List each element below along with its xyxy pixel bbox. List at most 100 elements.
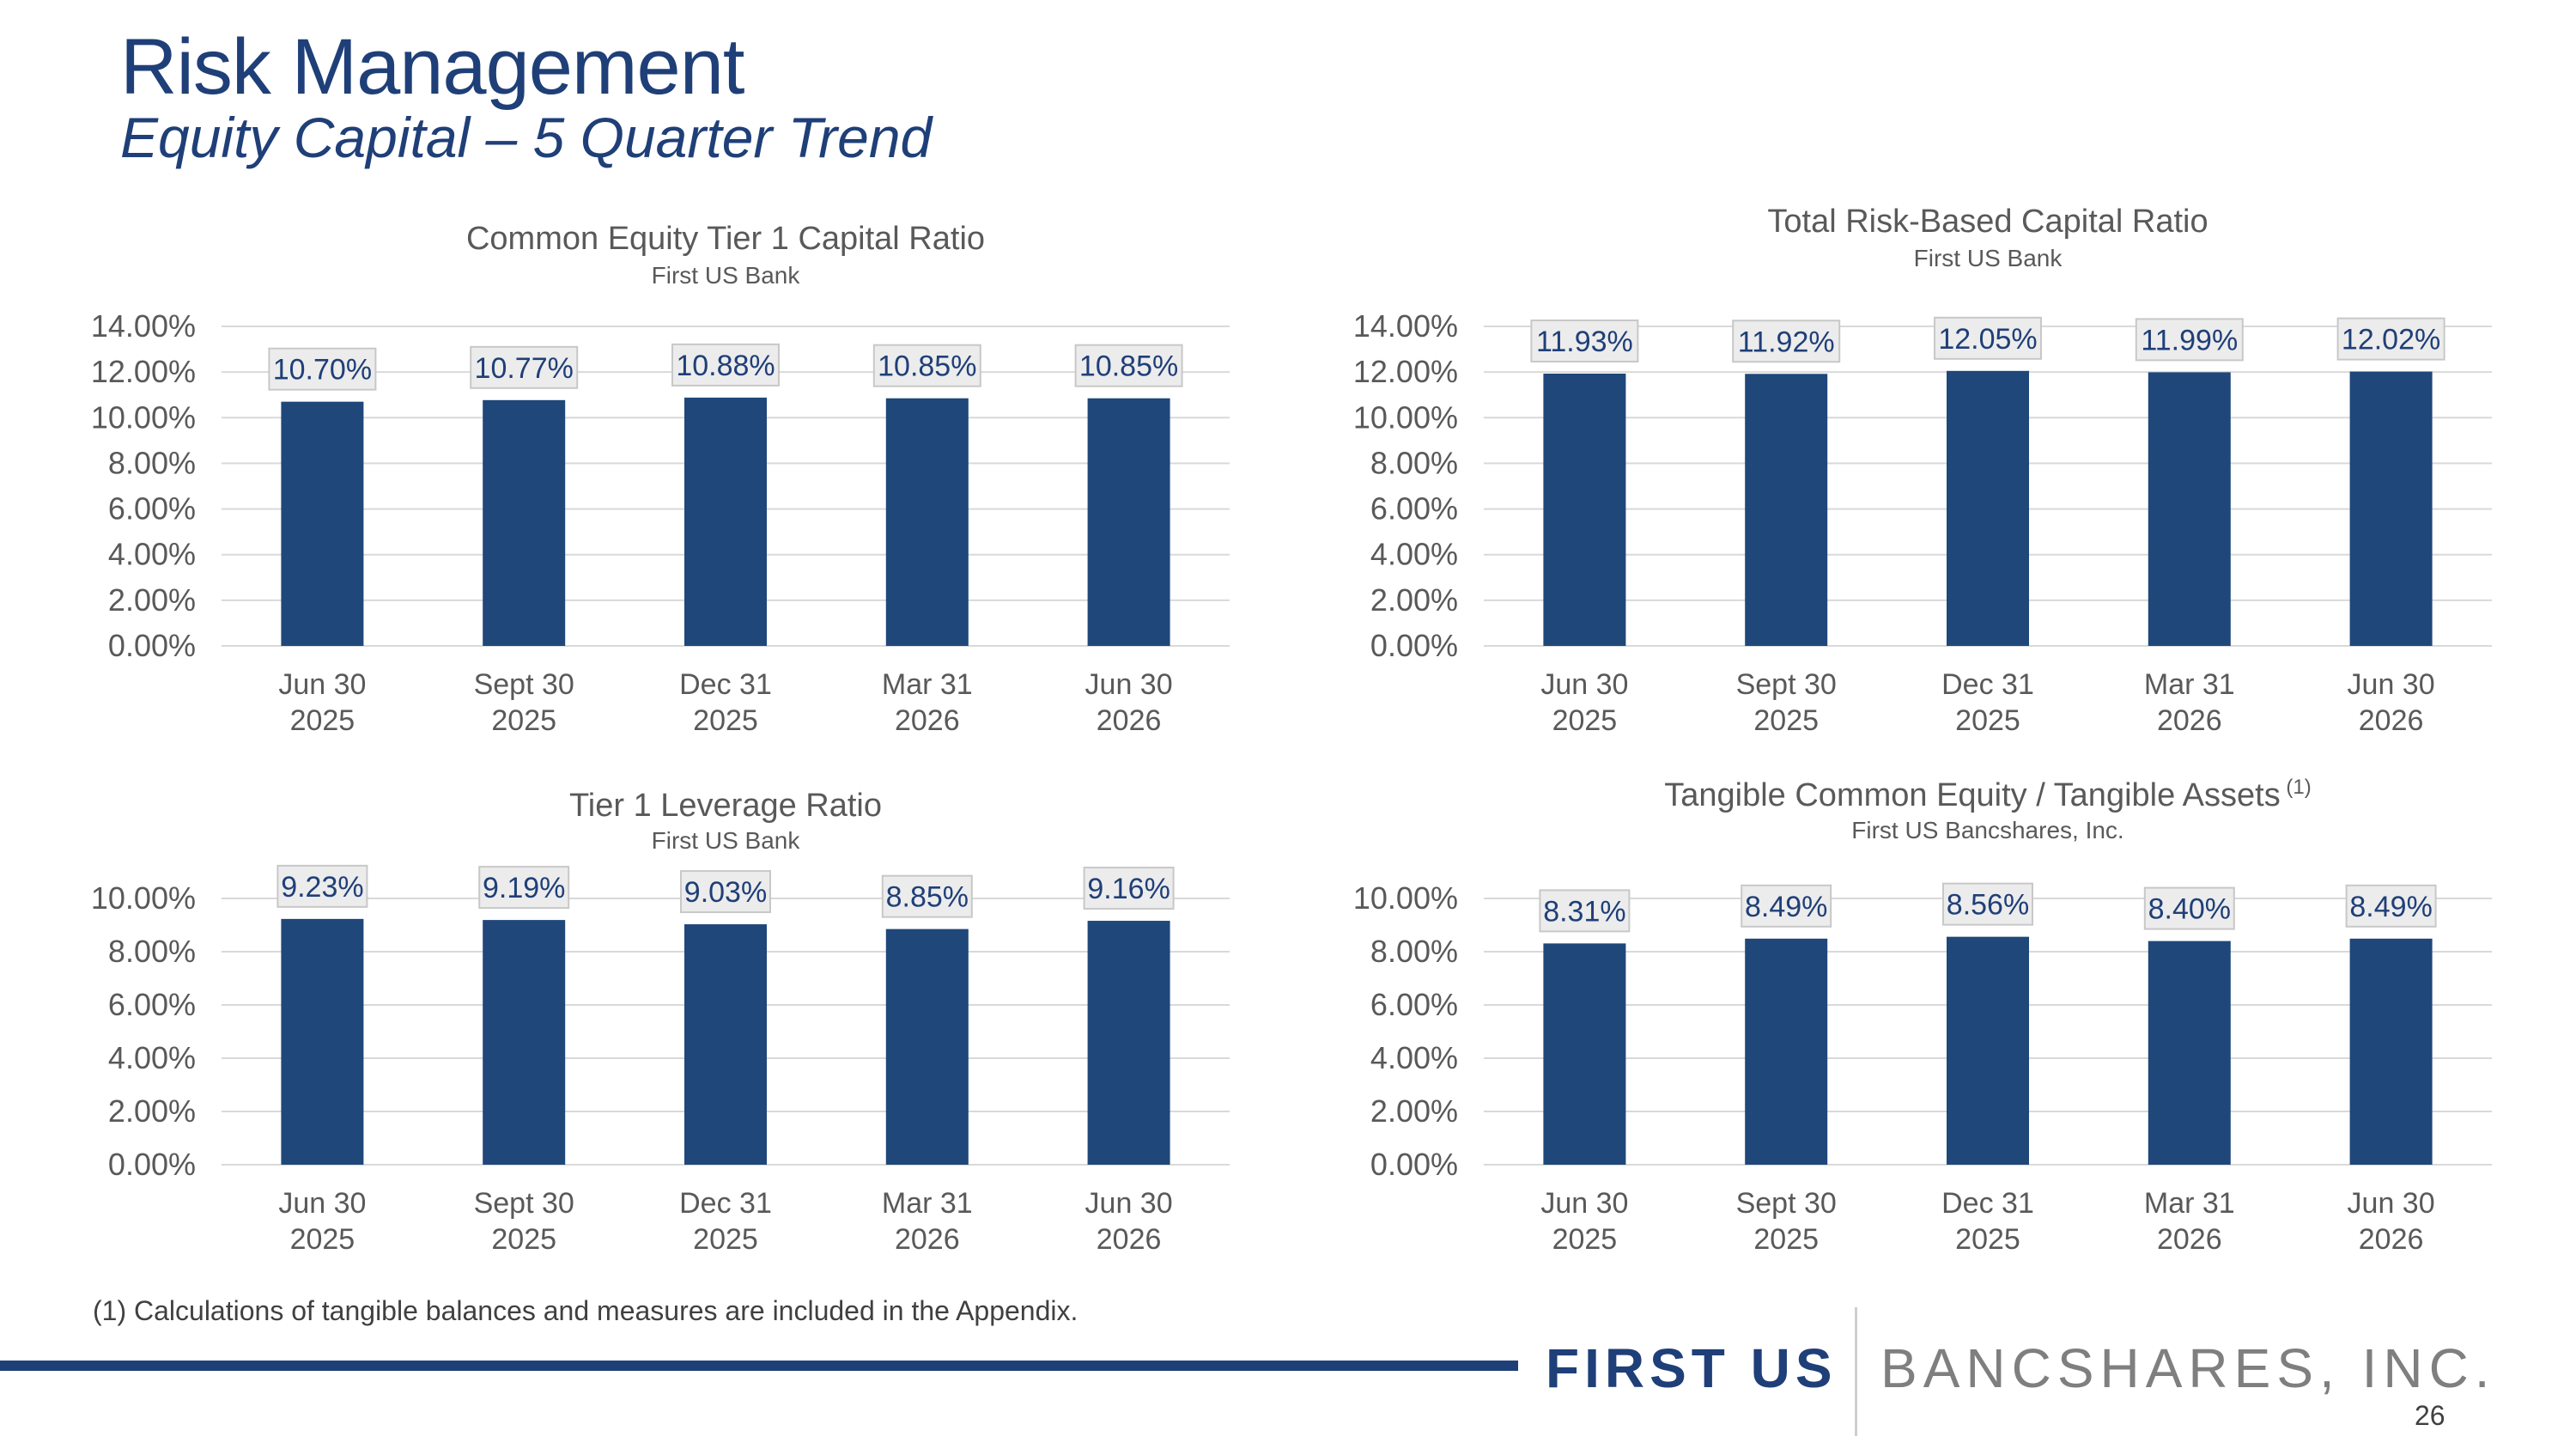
x-category-year: 2026 xyxy=(2359,1223,2424,1256)
data-label: 8.85% xyxy=(886,881,969,914)
y-tick-label: 6.00% xyxy=(1370,491,1458,527)
x-category-year: 2025 xyxy=(290,704,355,737)
data-label-box xyxy=(671,343,780,387)
x-category-year: 2025 xyxy=(1753,704,1819,737)
bar xyxy=(2349,938,2433,1165)
page-number: 26 xyxy=(2415,1400,2445,1431)
data-label-box xyxy=(470,345,579,389)
x-category-year: 2025 xyxy=(693,1223,758,1256)
y-tick-label: 8.00% xyxy=(1370,445,1458,480)
bar xyxy=(1087,398,1170,646)
data-label-box xyxy=(478,866,570,910)
y-tick-label: 4.00% xyxy=(108,1040,196,1075)
bar xyxy=(1543,943,1626,1165)
bar xyxy=(2148,941,2231,1165)
x-category-year: 2025 xyxy=(1955,1223,2020,1256)
x-category-label: Jun 30 xyxy=(2348,668,2435,701)
y-tick-label: 8.00% xyxy=(108,445,196,480)
chart-title: Common Equity Tier 1 Capital Ratio xyxy=(466,221,985,257)
y-tick-label: 4.00% xyxy=(1370,1040,1458,1075)
x-category-label: Sept 30 xyxy=(1736,1187,1837,1220)
logo-divider xyxy=(1855,1307,1857,1436)
data-label-box xyxy=(1942,882,2033,926)
logo-bancshares: BANCSHARES, INC. xyxy=(1880,1337,2496,1399)
data-label: 9.19% xyxy=(483,872,565,904)
bar xyxy=(1947,370,2029,646)
bottom-rule xyxy=(0,1361,1518,1371)
x-category-label: Mar 31 xyxy=(2144,1187,2235,1220)
x-category-label: Jun 30 xyxy=(278,1187,366,1220)
x-category-label: Mar 31 xyxy=(2144,668,2235,701)
data-label: 10.85% xyxy=(878,350,976,383)
bar xyxy=(1947,936,2029,1165)
bar xyxy=(2349,371,2433,646)
y-tick-label: 0.00% xyxy=(108,1147,196,1182)
x-category-year: 2026 xyxy=(2157,1223,2222,1256)
data-label: 8.56% xyxy=(1947,889,2029,922)
chart-panel-1: Common Equity Tier 1 Capital Ratio First … xyxy=(91,221,1230,737)
y-tick-label: 2.00% xyxy=(108,1093,196,1129)
y-tick-label: 6.00% xyxy=(108,491,196,527)
x-category-year: 2026 xyxy=(895,1223,960,1256)
bar xyxy=(885,928,969,1165)
bar xyxy=(483,399,566,646)
bar xyxy=(684,924,767,1165)
x-category-label: Sept 30 xyxy=(1736,668,1837,701)
data-label: 10.77% xyxy=(475,352,574,385)
x-category-year: 2026 xyxy=(1097,1223,1162,1256)
data-label: 11.92% xyxy=(1738,326,1835,358)
x-category-label: Jun 30 xyxy=(2348,1187,2435,1220)
x-category-label: Jun 30 xyxy=(278,668,366,701)
x-category-label: Mar 31 xyxy=(882,1187,973,1220)
data-label-box xyxy=(2135,318,2244,362)
x-category-year: 2025 xyxy=(1552,704,1618,737)
bar xyxy=(1543,374,1626,646)
x-category-label: Dec 31 xyxy=(1941,1187,2034,1220)
y-tick-label: 12.00% xyxy=(91,354,196,389)
y-tick-label: 8.00% xyxy=(108,934,196,969)
bar xyxy=(1745,938,1828,1165)
x-category-year: 2025 xyxy=(1552,1223,1618,1256)
x-category-label: Jun 30 xyxy=(1085,1187,1173,1220)
y-tick-label: 14.00% xyxy=(91,308,196,344)
y-tick-label: 10.00% xyxy=(91,399,196,435)
bar xyxy=(281,401,364,646)
chart-panel-2: Total Risk-Based Capital Ratio First US B… xyxy=(1353,204,2492,737)
chart-panel-4: Tangible Common Equity / Tangible Assets… xyxy=(1353,776,2492,1256)
data-label: 10.88% xyxy=(676,350,775,382)
y-tick-label: 0.00% xyxy=(1370,628,1458,663)
data-label-box xyxy=(2345,884,2437,928)
x-category-label: Jun 30 xyxy=(1540,668,1628,701)
x-category-year: 2026 xyxy=(1097,704,1162,737)
chart-title: Tangible Common Equity / Tangible Assets… xyxy=(1664,776,2311,813)
data-label-box xyxy=(1539,889,1631,933)
data-label: 12.02% xyxy=(2342,324,2440,356)
x-category-year: 2025 xyxy=(693,704,758,737)
chart-subtitle: First US Bank xyxy=(1914,245,2063,271)
x-category-year: 2025 xyxy=(290,1223,355,1256)
footnote: (1) Calculations of tangible balances an… xyxy=(93,1295,1078,1326)
data-label: 8.49% xyxy=(1745,891,1827,923)
data-label: 9.16% xyxy=(1087,873,1170,905)
data-label: 8.49% xyxy=(2349,891,2432,923)
x-category-year: 2026 xyxy=(895,704,960,737)
data-label: 8.31% xyxy=(1543,895,1625,928)
y-tick-label: 2.00% xyxy=(108,582,196,618)
y-tick-label: 14.00% xyxy=(1353,308,1458,344)
data-label: 11.93% xyxy=(1536,326,1633,358)
data-label-box xyxy=(2143,886,2235,930)
x-category-label: Mar 31 xyxy=(882,668,973,701)
x-category-year: 2026 xyxy=(2157,704,2222,737)
x-category-label: Sept 30 xyxy=(474,1187,574,1220)
x-category-label: Sept 30 xyxy=(474,668,574,701)
data-label: 10.70% xyxy=(273,354,372,387)
data-label: 11.99% xyxy=(2141,324,2238,356)
x-category-year: 2025 xyxy=(1753,1223,1819,1256)
chart-panel-3: Tier 1 Leverage Ratio First US Bank 0.00% 2… xyxy=(91,788,1230,1256)
data-label-box xyxy=(1083,867,1175,910)
chart-title: Tier 1 Leverage Ratio xyxy=(569,788,882,824)
x-category-year: 2025 xyxy=(1955,704,2020,737)
bar xyxy=(1087,921,1170,1165)
data-label-box xyxy=(2336,317,2445,361)
x-category-year: 2025 xyxy=(491,704,556,737)
